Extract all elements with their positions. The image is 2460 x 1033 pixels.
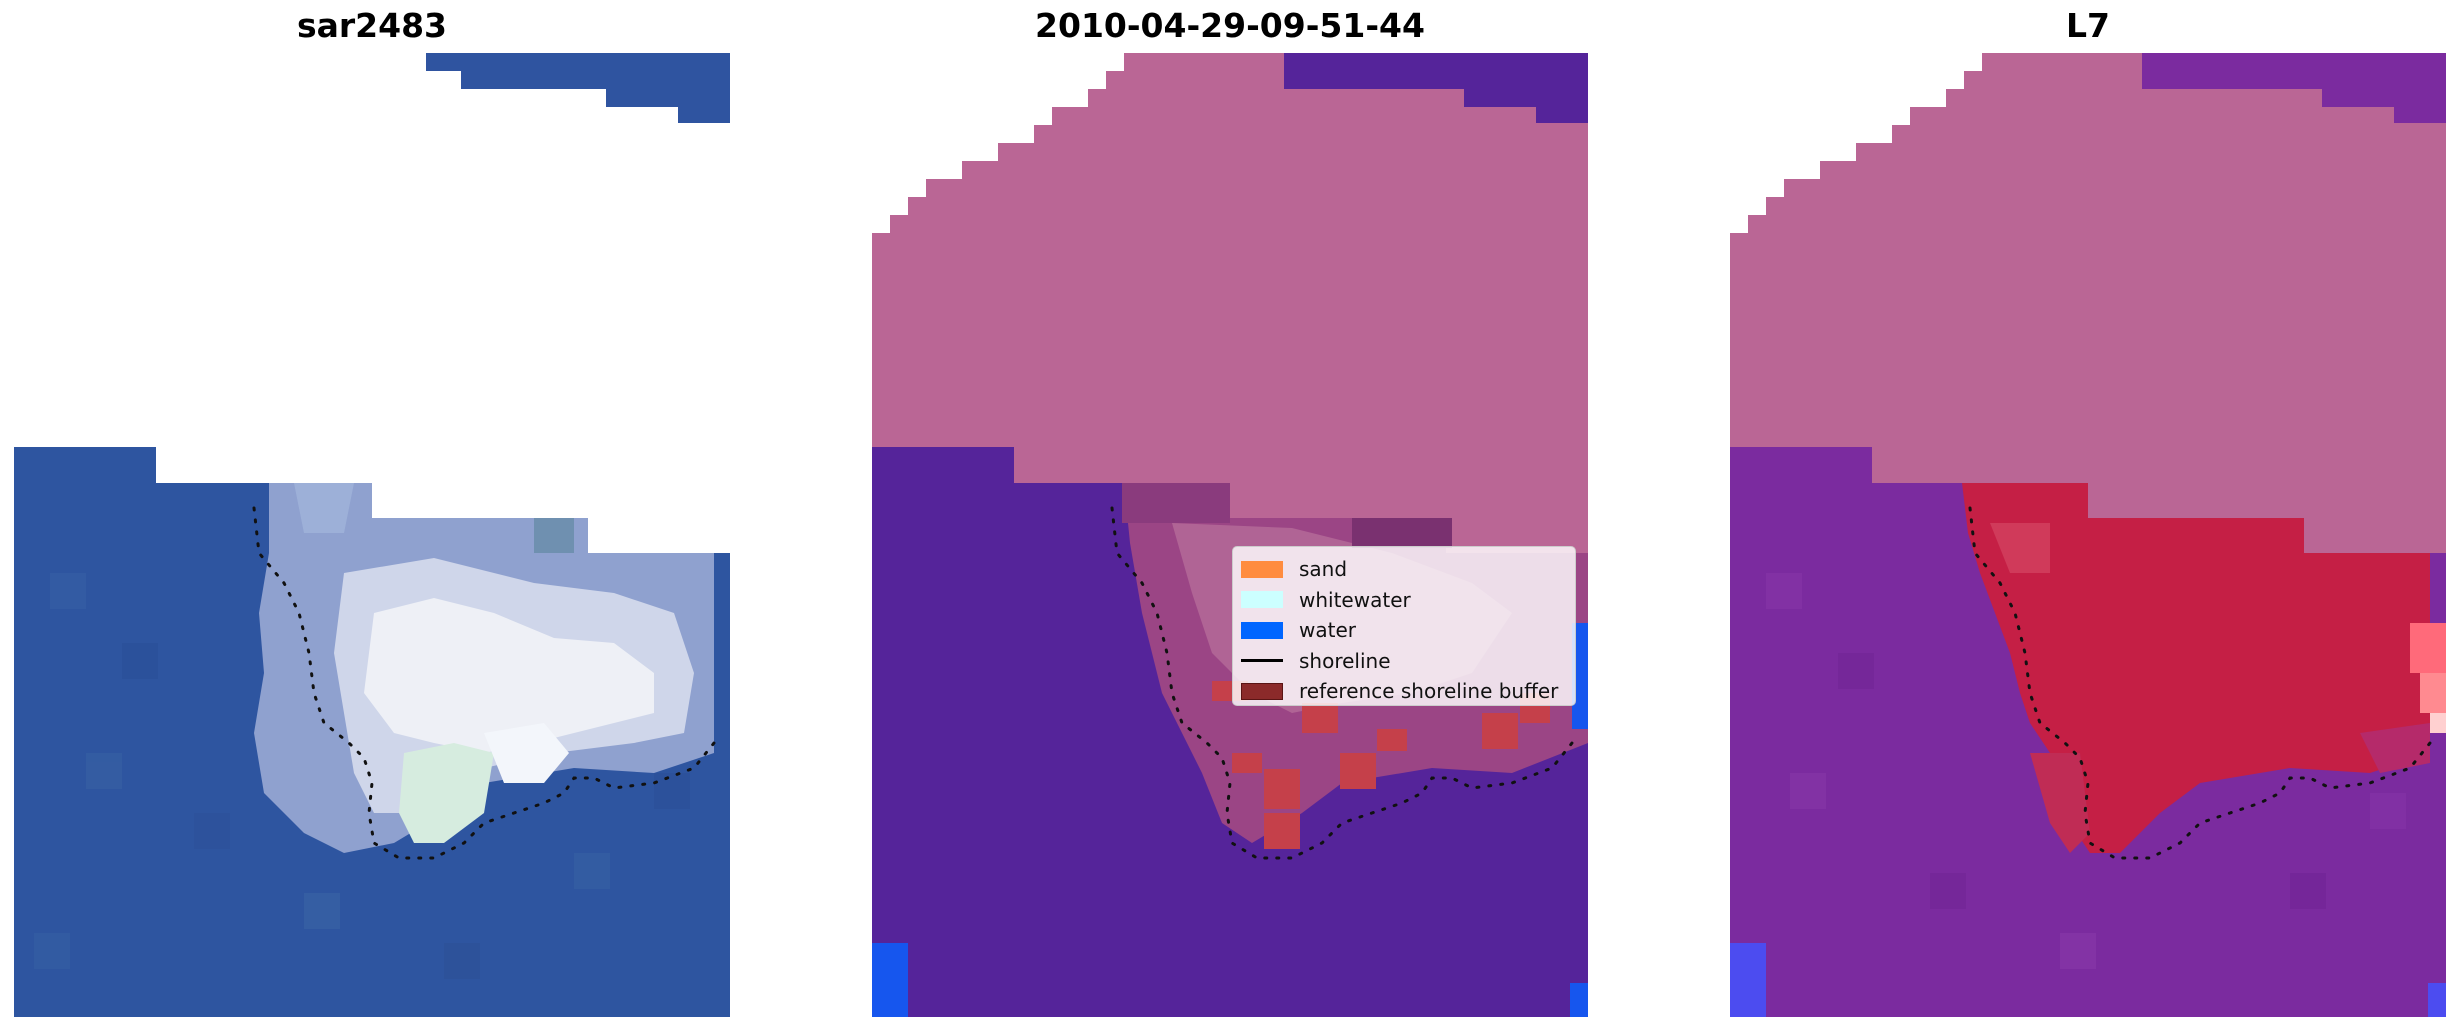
shoreline-dots [252,506,716,860]
legend-item-shoreline: shoreline [1241,646,1567,677]
legend-item-whitewater: whitewater [1241,585,1567,616]
classification-image [872,53,1588,1017]
legend-item-sand: sand [1241,554,1567,585]
whitewater-swatch [1241,591,1283,609]
shoreline-dots [1968,506,2432,860]
shoreline-line-swatch [1241,659,1283,663]
buffer-swatch [1241,682,1283,700]
rgb-image [14,53,730,1017]
legend: sand whitewater water shoreline referenc… [1232,546,1576,706]
index-panel [1730,53,2446,1017]
water-swatch [1241,621,1283,639]
panel-title-rgb: sar2483 [296,6,448,45]
shoreline-dots [1110,506,1574,860]
index-image [1730,53,2446,1017]
legend-label: water [1299,618,1356,643]
sand-swatch [1241,560,1283,578]
legend-label: sand [1299,557,1348,582]
legend-item-water: water [1241,615,1567,646]
legend-label: whitewater [1299,587,1411,612]
classification-panel [872,53,1588,1017]
legend-label: shoreline [1299,648,1391,673]
panel-title-index: L7 [2066,6,2110,45]
rgb-image-panel [14,53,730,1017]
legend-label: reference shoreline buffer [1299,679,1559,704]
legend-item-reference-buffer: reference shoreline buffer [1241,676,1567,707]
panel-title-classification: 2010-04-29-09-51-44 [1035,6,1425,45]
